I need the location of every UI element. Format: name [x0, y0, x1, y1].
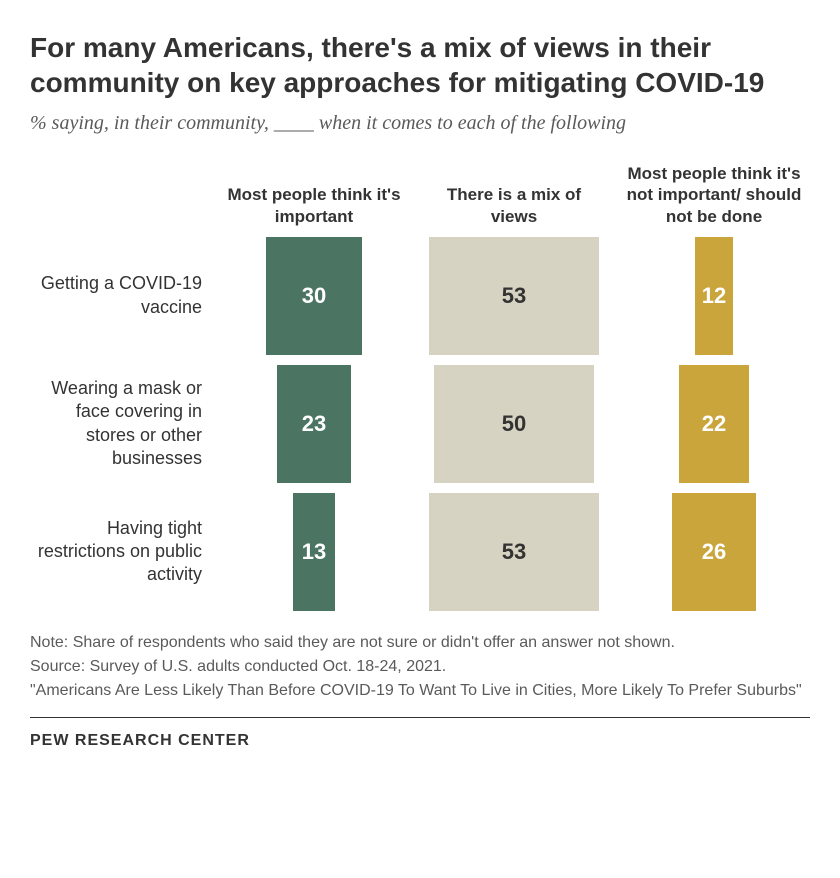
chart-grid: Most people think it's important There i…	[30, 163, 810, 611]
bar-r0-c0: 30	[266, 237, 362, 355]
row-label-restrictions: Having tight restrictions on public acti…	[30, 493, 210, 611]
col-header-mix: There is a mix of views	[418, 184, 610, 227]
row-label-vaccine: Getting a COVID-19 vaccine	[30, 237, 210, 355]
chart-title: For many Americans, there's a mix of vie…	[30, 30, 810, 100]
bar-r1-c0: 23	[277, 365, 351, 483]
chart-notes: Note: Share of respondents who said they…	[30, 631, 810, 703]
bar-r2-c2: 26	[672, 493, 755, 611]
note-line-2: Source: Survey of U.S. adults conducted …	[30, 655, 810, 679]
bar-r1-c2: 22	[679, 365, 749, 483]
col-header-important: Most people think it's important	[218, 184, 410, 227]
footer-brand: PEW RESEARCH CENTER	[30, 732, 810, 750]
row-label-mask: Wearing a mask or face covering in store…	[30, 365, 210, 483]
note-line-1: Note: Share of respondents who said they…	[30, 631, 810, 655]
chart-subtitle: % saying, in their community, ____ when …	[30, 112, 810, 135]
bar-r0-c1: 53	[429, 237, 599, 355]
footer-divider	[30, 717, 810, 718]
bar-r0-c2: 12	[695, 237, 733, 355]
bar-r2-c0: 13	[293, 493, 335, 611]
bar-r2-c1: 53	[429, 493, 599, 611]
note-line-3: "Americans Are Less Likely Than Before C…	[30, 679, 810, 703]
bar-r1-c1: 50	[434, 365, 594, 483]
col-header-not-important: Most people think it's not important/ sh…	[618, 163, 810, 227]
